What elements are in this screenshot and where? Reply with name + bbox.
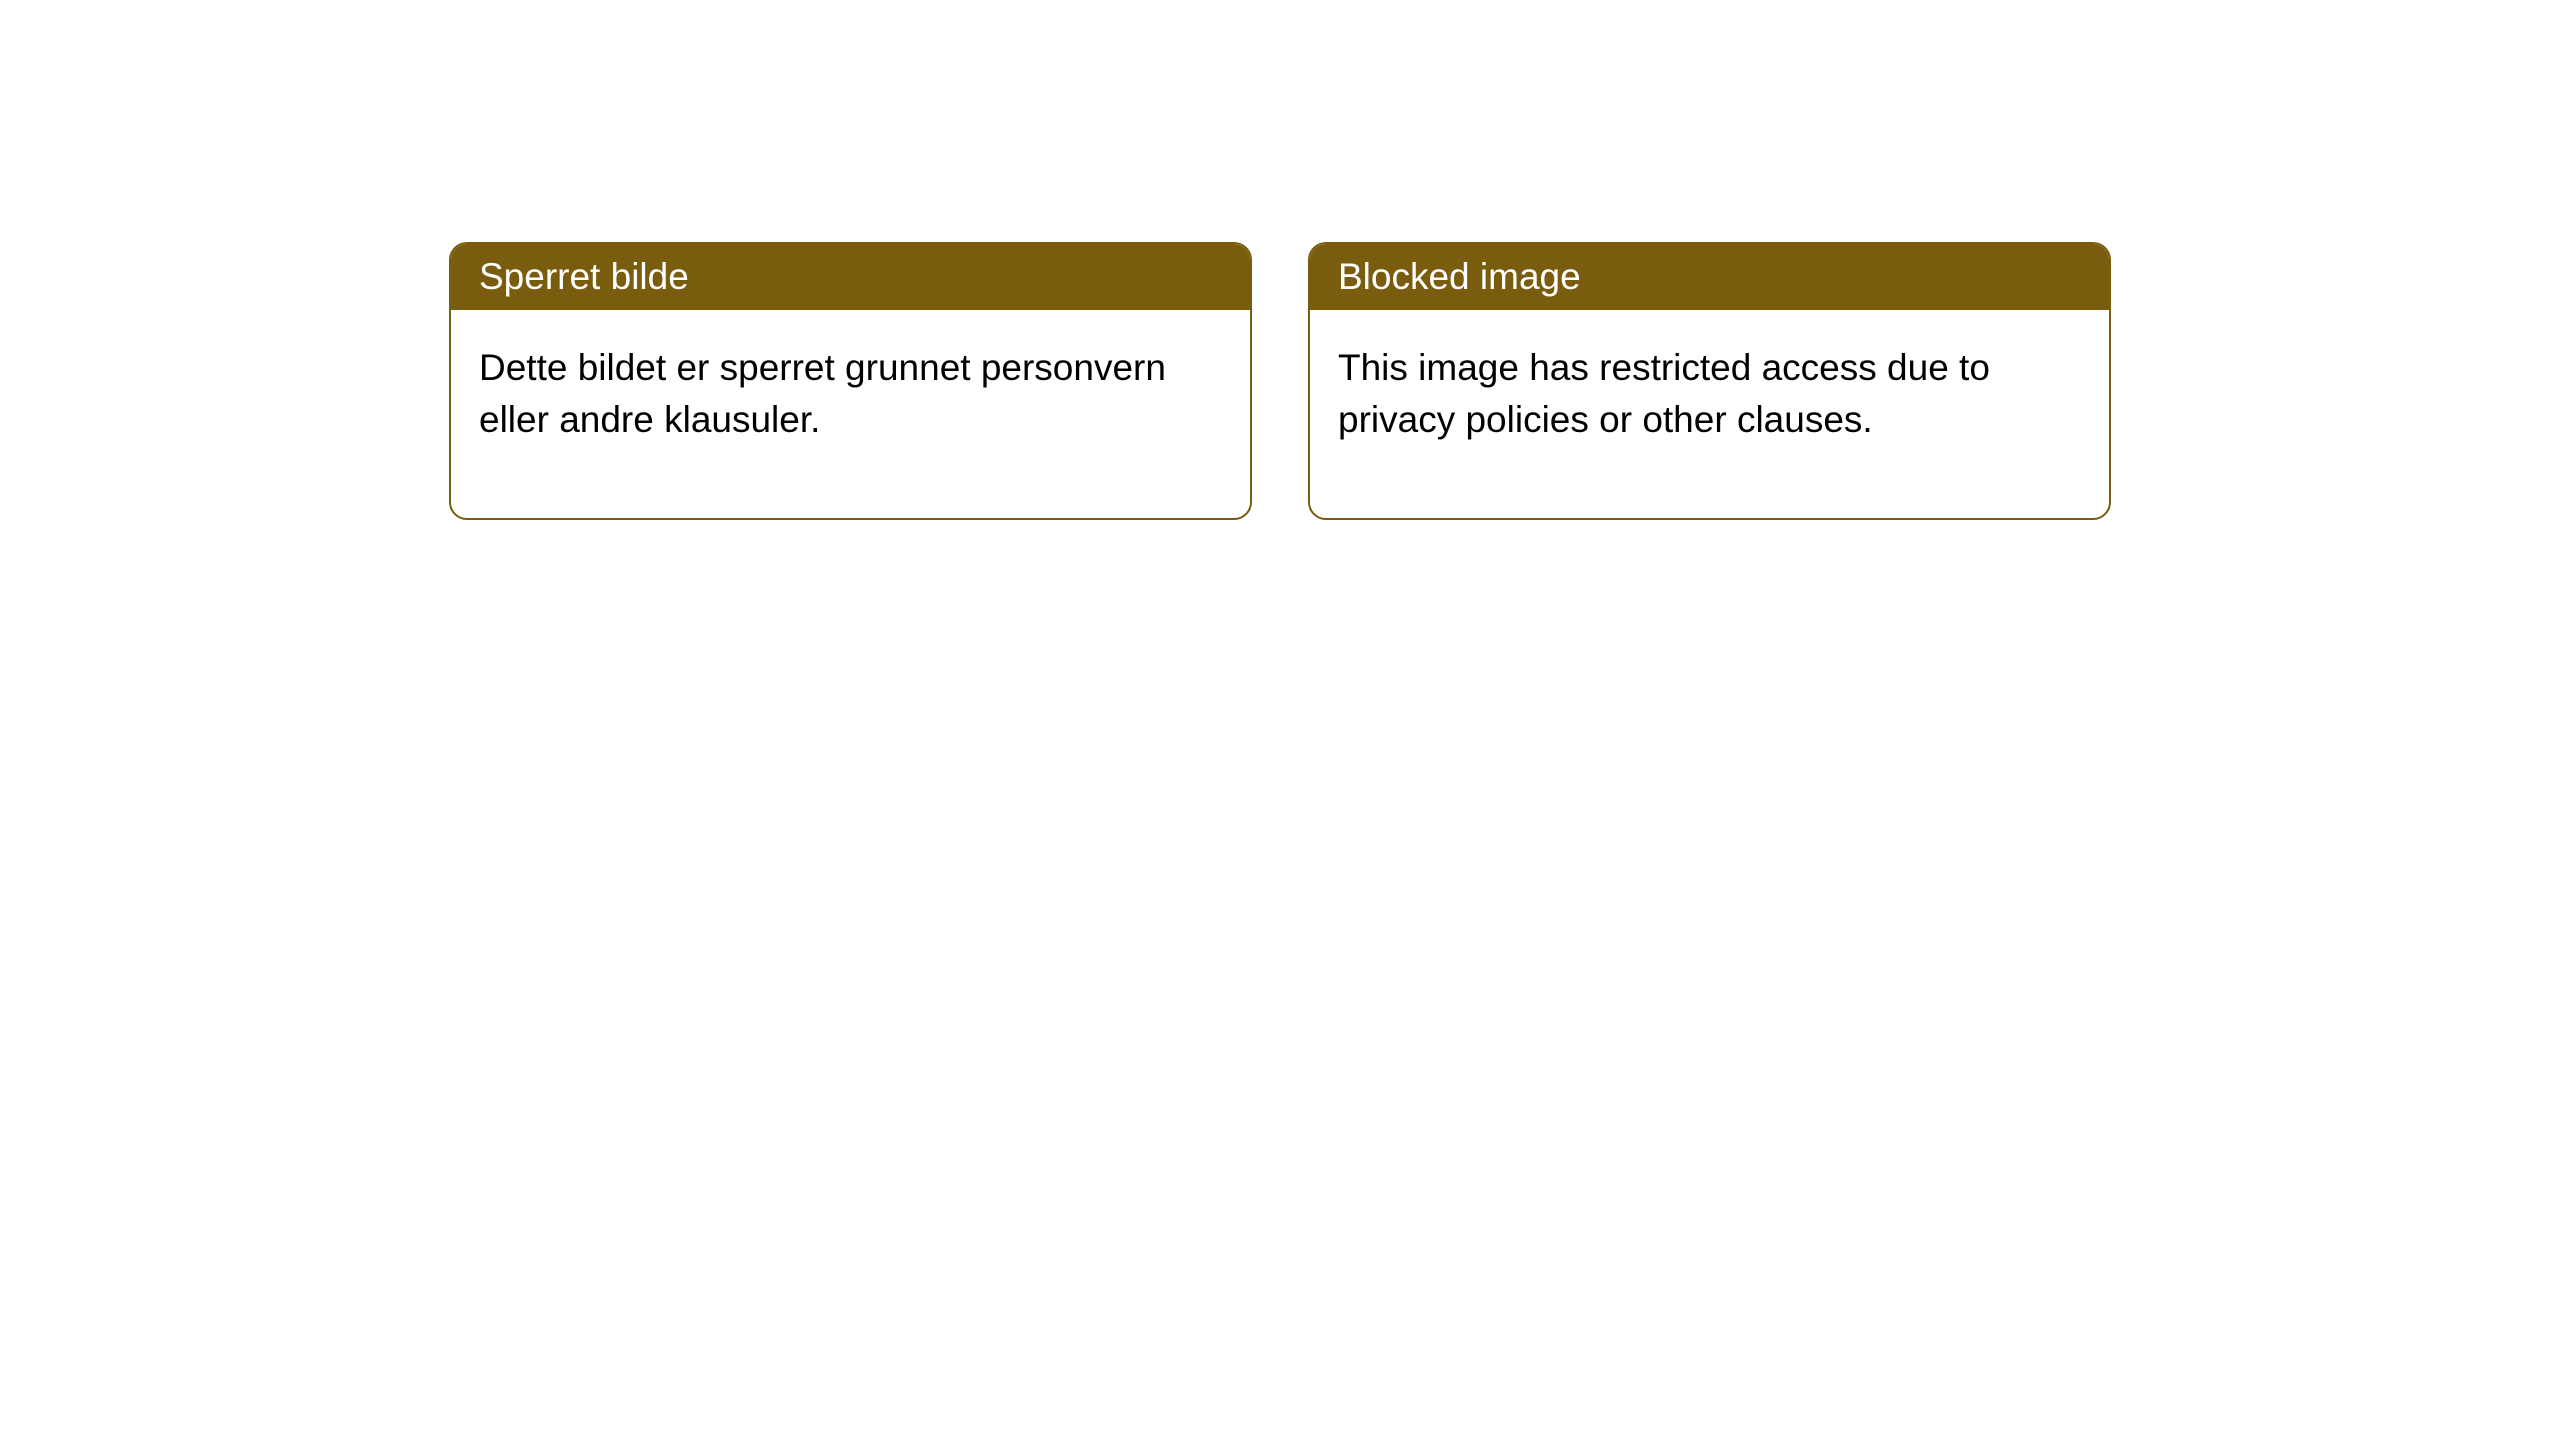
notice-container: Sperret bilde Dette bildet er sperret gr…: [449, 242, 2111, 520]
notice-title-norwegian: Sperret bilde: [479, 256, 689, 297]
notice-text-english: This image has restricted access due to …: [1338, 347, 1990, 440]
notice-text-norwegian: Dette bildet er sperret grunnet personve…: [479, 347, 1166, 440]
notice-box-english: Blocked image This image has restricted …: [1308, 242, 2111, 520]
notice-box-norwegian: Sperret bilde Dette bildet er sperret gr…: [449, 242, 1252, 520]
notice-header-norwegian: Sperret bilde: [451, 244, 1250, 310]
notice-body-english: This image has restricted access due to …: [1310, 310, 2109, 518]
notice-body-norwegian: Dette bildet er sperret grunnet personve…: [451, 310, 1250, 518]
notice-header-english: Blocked image: [1310, 244, 2109, 310]
notice-title-english: Blocked image: [1338, 256, 1581, 297]
